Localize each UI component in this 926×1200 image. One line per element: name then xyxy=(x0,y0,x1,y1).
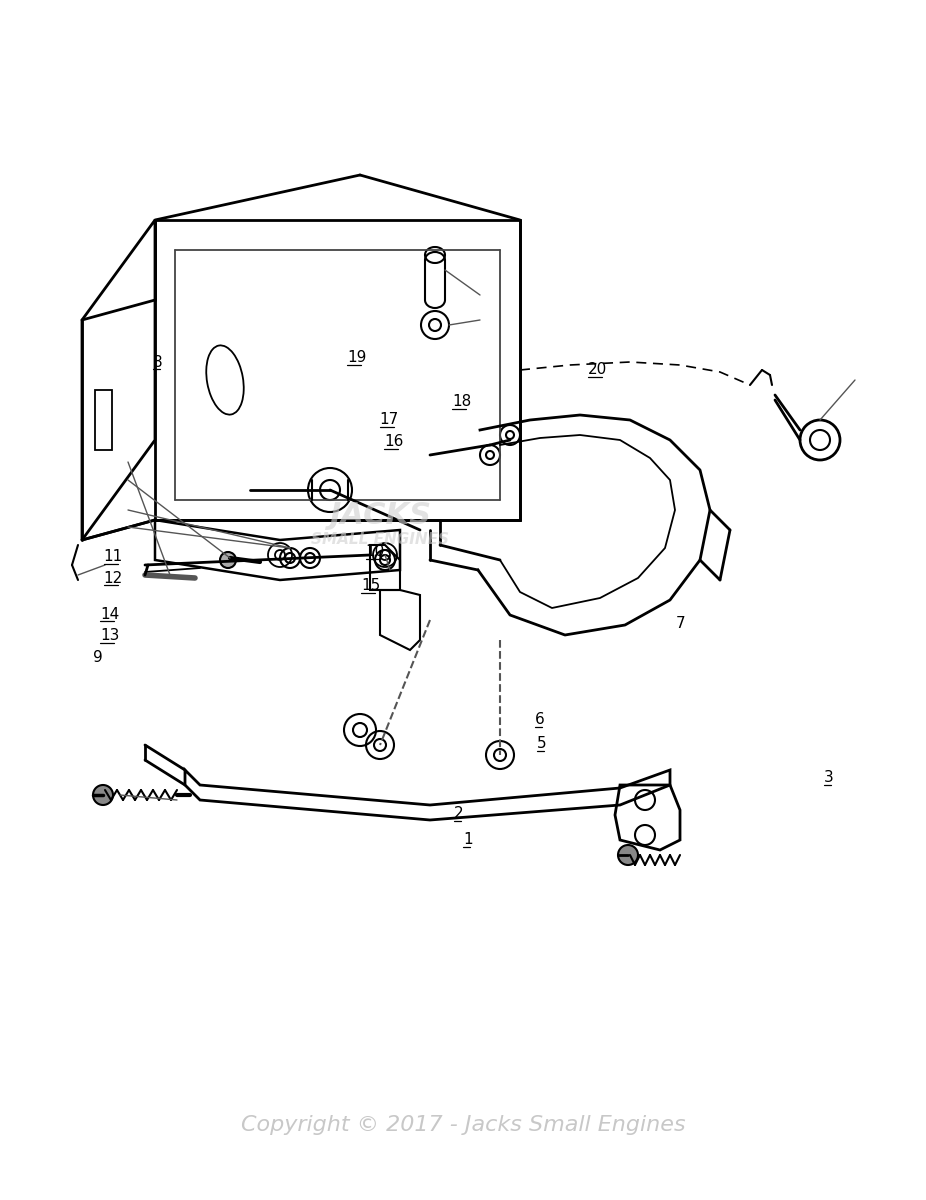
Text: 3: 3 xyxy=(824,770,834,785)
Text: 11: 11 xyxy=(104,550,123,564)
Circle shape xyxy=(93,785,113,805)
Text: JACKS: JACKS xyxy=(329,500,432,529)
Text: 13: 13 xyxy=(100,629,119,643)
Text: SMALL ENGINES: SMALL ENGINES xyxy=(311,533,449,547)
Text: 5: 5 xyxy=(537,737,546,751)
Text: 8: 8 xyxy=(153,355,162,370)
Text: 15: 15 xyxy=(361,578,381,593)
Text: Copyright © 2017 - Jacks Small Engines: Copyright © 2017 - Jacks Small Engines xyxy=(241,1115,685,1135)
Text: 20: 20 xyxy=(588,362,607,377)
Text: 1: 1 xyxy=(463,833,472,847)
Text: 6: 6 xyxy=(535,713,545,727)
Text: 9: 9 xyxy=(93,650,103,665)
Circle shape xyxy=(220,552,236,568)
Text: 18: 18 xyxy=(452,395,471,409)
Text: 12: 12 xyxy=(104,571,123,586)
Text: 19: 19 xyxy=(347,350,367,365)
Text: 14: 14 xyxy=(100,607,119,622)
Text: 2: 2 xyxy=(454,806,463,821)
Text: 17: 17 xyxy=(380,413,399,427)
Text: 10: 10 xyxy=(366,545,385,559)
Circle shape xyxy=(618,845,638,865)
Text: 16: 16 xyxy=(384,434,404,449)
Text: 7: 7 xyxy=(676,617,685,631)
